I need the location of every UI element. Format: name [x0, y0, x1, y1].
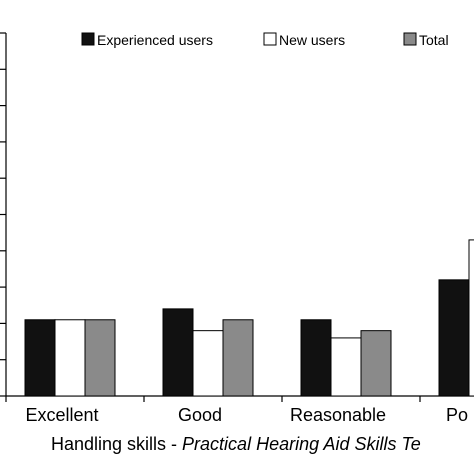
legend: Experienced users New users Total [81, 32, 449, 48]
bar-total-excellent [84, 319, 116, 397]
bar-new-users-good [192, 330, 224, 397]
x-axis-ticks [5, 396, 421, 402]
bar-experienced-users-reasonable [300, 319, 332, 397]
bar-new-users-reasonable [330, 337, 362, 397]
category-labels: Excellent Good Reasonable Po [25, 405, 468, 425]
legend-label-new: New users [279, 32, 345, 48]
bar-experienced-users-excellent [24, 319, 56, 397]
legend-swatch-experienced [81, 32, 95, 46]
legend-label-experienced: Experienced users [97, 32, 213, 48]
category-label-excellent: Excellent [25, 405, 98, 425]
bar-new-users-excellent [54, 319, 86, 397]
bar-new-users-p [468, 239, 474, 397]
bar-experienced-users-p [438, 279, 470, 397]
category-label-poor: Po [446, 405, 468, 425]
bar-experienced-users-good [162, 308, 194, 397]
bars [24, 239, 474, 397]
category-label-good: Good [178, 405, 222, 425]
x-axis-title: Handling skills - Practical Hearing Aid … [51, 434, 421, 454]
category-label-reasonable: Reasonable [290, 405, 386, 425]
legend-swatch-new [263, 32, 277, 46]
x-axis-title-italic: Practical Hearing Aid Skills Te [182, 434, 421, 454]
y-axis-ticks [0, 32, 6, 397]
bar-total-reasonable [360, 330, 392, 397]
x-axis-title-plain: Handling skills - [51, 434, 182, 454]
bar-total-good [222, 319, 254, 397]
legend-label-total: Total [419, 32, 449, 48]
legend-swatch-total [403, 32, 417, 46]
